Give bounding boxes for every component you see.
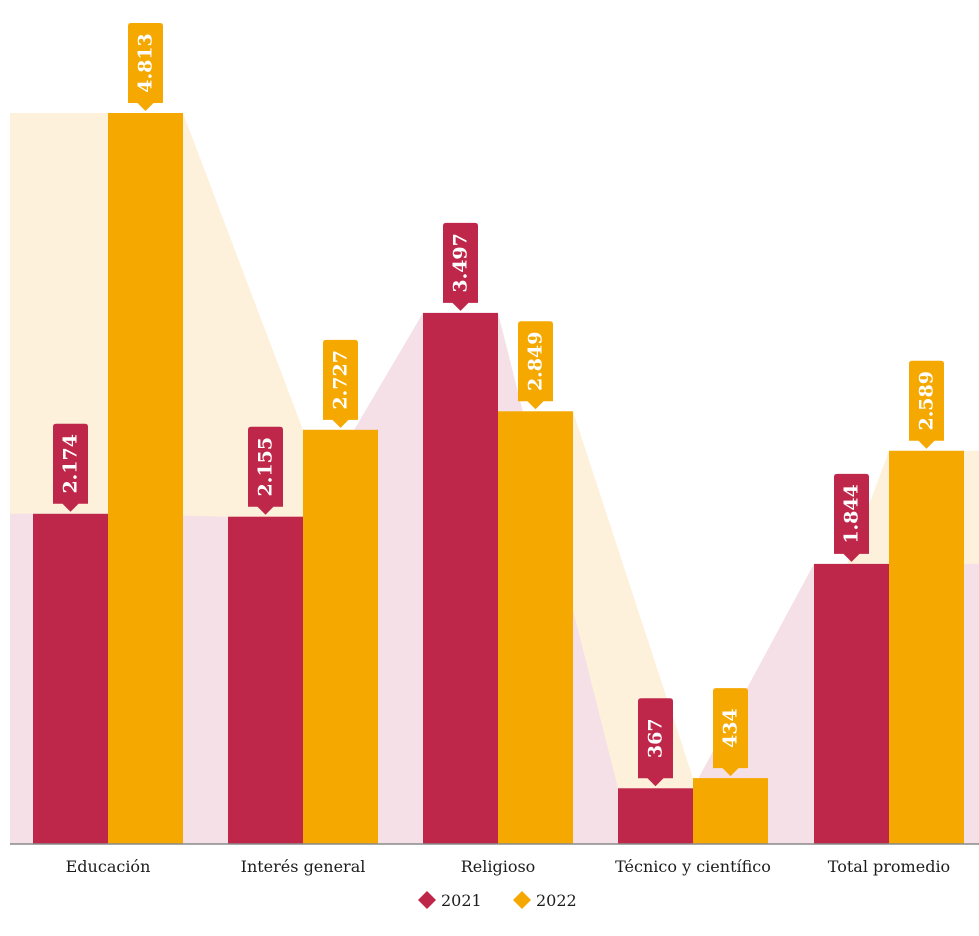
x-tick-label-tecnico-y-cientifico: Técnico y científico <box>615 857 771 876</box>
bar-2022-tecnico-y-cientifico <box>693 778 768 844</box>
value-label-2022-educacion: 4.813 <box>135 33 157 93</box>
x-tick-label-total-promedio: Total promedio <box>828 857 950 876</box>
value-label-2021-total-promedio: 1.844 <box>841 484 863 544</box>
bar-2021-educacion <box>33 513 108 844</box>
value-label-2021-educacion: 2.174 <box>60 434 82 494</box>
value-callout-2021-tecnico-y-cientifico <box>638 698 673 787</box>
value-label-2022-tecnico-y-cientifico: 434 <box>720 708 742 748</box>
value-callout-2021-educacion <box>53 423 88 512</box>
value-callout-2021-total-promedio <box>834 473 869 562</box>
value-label-2021-interes-general: 2.155 <box>255 437 277 497</box>
bar-2022-educacion <box>108 113 183 844</box>
value-callout-2022-religioso <box>518 321 553 410</box>
value-callout-2022-interes-general <box>323 339 358 428</box>
legend-marker-2021 <box>418 891 436 909</box>
bar-2021-religioso <box>423 312 498 844</box>
value-label-2022-total-promedio: 2.589 <box>916 371 938 431</box>
value-callout-2022-tecnico-y-cientifico <box>713 688 748 777</box>
value-callout-2022-educacion <box>128 23 163 111</box>
bar-2021-interes-general <box>228 516 303 844</box>
legend: 2021 2022 <box>418 891 577 910</box>
bar-2022-interes-general <box>303 429 378 844</box>
legend-item-2022: 2022 <box>513 891 577 910</box>
bar-2021-total-promedio <box>814 563 889 844</box>
legend-marker-2022 <box>513 891 531 909</box>
legend-label-2021: 2021 <box>441 891 482 910</box>
value-callout-2021-religioso <box>443 222 478 311</box>
bar-2021-tecnico-y-cientifico <box>618 788 693 844</box>
legend-label-2022: 2022 <box>536 891 577 910</box>
bar-2022-religioso <box>498 411 573 844</box>
value-callout-2022-total-promedio <box>909 360 944 449</box>
value-label-2022-religioso: 2.849 <box>525 332 547 392</box>
value-label-2022-interes-general: 2.727 <box>330 350 352 410</box>
x-tick-label-interes-general: Interés general <box>241 857 366 876</box>
bars <box>33 113 964 844</box>
category-labels: Educación Interés general Religioso Técnico… <box>66 857 951 876</box>
value-label-2021-tecnico-y-cientifico: 367 <box>645 718 667 758</box>
x-tick-label-educacion: Educación <box>66 857 151 876</box>
value-label-2021-religioso: 3.497 <box>450 233 472 293</box>
legend-item-2021: 2021 <box>418 891 482 910</box>
value-labels: 2.174 2.155 3.497 367 1.844 4.813 2.727 2.849 43… <box>53 23 944 787</box>
value-callout-2021-interes-general <box>248 426 283 515</box>
x-tick-label-religioso: Religioso <box>461 857 536 876</box>
bar-2022-total-promedio <box>889 450 964 844</box>
